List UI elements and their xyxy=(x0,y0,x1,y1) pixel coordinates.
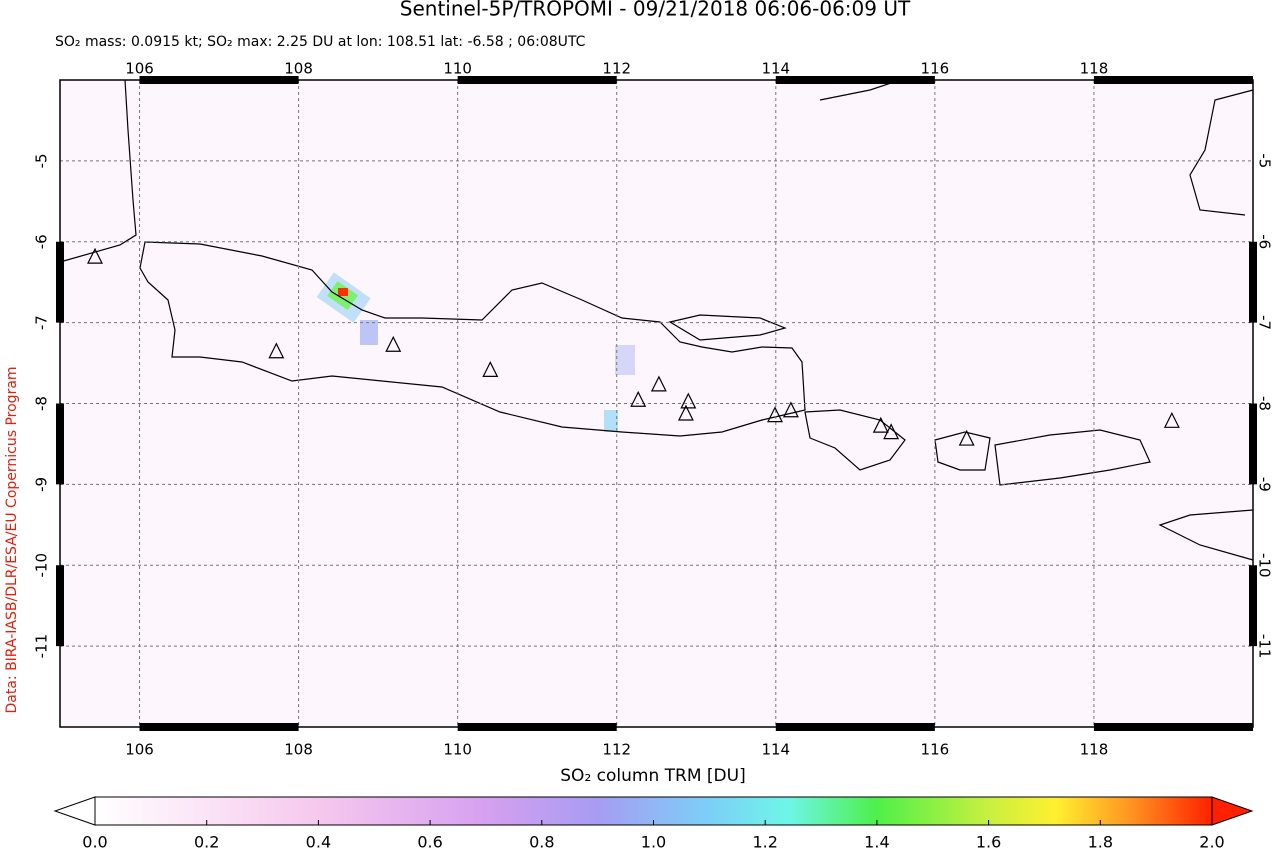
colorbar-tick-label: 0.4 xyxy=(306,833,331,852)
title: Sentinel-5P/TROPOMI - 09/21/2018 06:06-0… xyxy=(400,0,911,21)
x-tick-label: 108 xyxy=(284,741,313,759)
x-tick-label: 118 xyxy=(1080,741,1109,759)
y-tick-label: -11 xyxy=(1256,634,1272,659)
x-tick-label: 106 xyxy=(125,60,154,78)
y-tick-label: -5 xyxy=(1256,153,1272,168)
colorbar-tick-label: 1.4 xyxy=(864,833,889,852)
frame-segment xyxy=(1094,723,1253,731)
x-tick-label: 110 xyxy=(443,741,472,759)
y-tick-label: -11 xyxy=(33,634,51,659)
x-tick-label: 116 xyxy=(921,741,950,759)
colorbar-tick-label: 0.8 xyxy=(529,833,554,852)
frame-segment xyxy=(1094,76,1253,84)
colorbar-under xyxy=(55,797,95,825)
frame-segment xyxy=(56,242,64,323)
frame-segment xyxy=(56,404,64,485)
x-tick-label: 114 xyxy=(761,741,790,759)
frame-segment xyxy=(140,723,299,731)
y-tick-label: -6 xyxy=(33,234,51,249)
y-tick-label: -7 xyxy=(1256,315,1272,330)
x-tick-label: 112 xyxy=(602,60,631,78)
x-tick-label: 110 xyxy=(443,60,472,78)
frame-segment xyxy=(776,76,935,84)
colorbar-over xyxy=(1212,797,1252,825)
x-tick-label: 114 xyxy=(761,60,790,78)
frame-segment xyxy=(1249,404,1257,485)
y-tick-label: -8 xyxy=(1256,396,1272,411)
colorbar-tick-label: 1.0 xyxy=(641,833,666,852)
x-tick-label: 112 xyxy=(602,741,631,759)
y-tick-label: -10 xyxy=(33,553,51,578)
colorbar-tick-label: 1.6 xyxy=(976,833,1001,852)
frame-segment xyxy=(776,723,935,731)
frame-segment xyxy=(458,76,617,84)
frame-segment xyxy=(458,723,617,731)
colorbar-tick-label: 0.6 xyxy=(417,833,442,852)
frame-segment xyxy=(1249,242,1257,323)
y-tick-label: -8 xyxy=(33,396,51,411)
credit: Data: BIRA-IASB/DLR/ESA/EU Copernicus Pr… xyxy=(4,366,20,713)
y-tick-label: -6 xyxy=(1256,234,1272,249)
frame-segment xyxy=(56,565,64,646)
subtitle: SO₂ mass: 0.0915 kt; SO₂ max: 2.25 DU at… xyxy=(55,34,586,50)
y-tick-label: -9 xyxy=(33,477,51,492)
colorbar-tick-label: 0.2 xyxy=(194,833,219,852)
x-tick-label: 106 xyxy=(125,741,154,759)
x-tick-label: 108 xyxy=(284,60,313,78)
colorbar-tick-label: 1.2 xyxy=(752,833,777,852)
y-tick-label: -9 xyxy=(1256,477,1272,492)
frame-segment xyxy=(140,76,299,84)
y-tick-label: -7 xyxy=(33,315,51,330)
x-tick-label: 116 xyxy=(921,60,950,78)
colorbar-tick-label: 0.0 xyxy=(82,833,107,852)
colorbar-label: SO₂ column TRM [DU] xyxy=(560,766,745,786)
colorbar-tick-label: 2.0 xyxy=(1199,833,1224,852)
y-tick-label: -10 xyxy=(1256,553,1272,578)
colorbar-tick-label: 1.8 xyxy=(1088,833,1113,852)
y-tick-label: -5 xyxy=(33,153,51,168)
x-tick-label: 118 xyxy=(1080,60,1109,78)
